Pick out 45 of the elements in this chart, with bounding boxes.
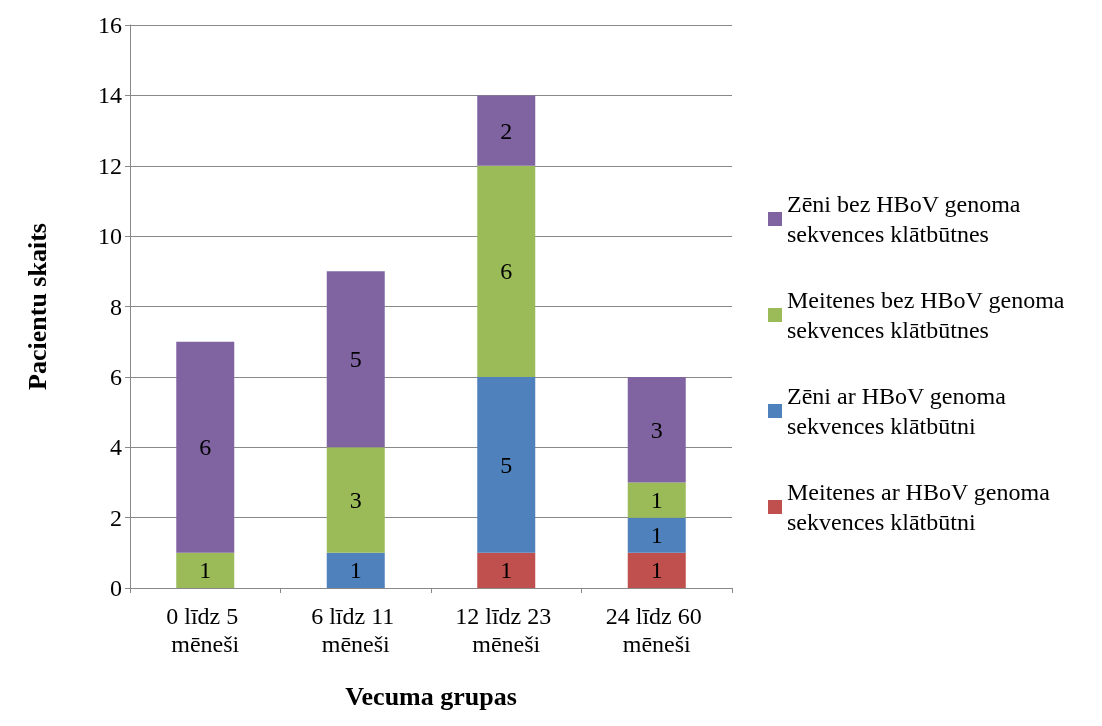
y-tick-label: 0 [110, 575, 122, 601]
bar [477, 552, 536, 588]
bar [326, 552, 385, 588]
y-tick-label: 8 [110, 293, 122, 320]
y-tick-label: 16 [98, 12, 122, 38]
legend-label: Zēni ar HBoV genoma sekvences klātbūtni [787, 383, 1012, 439]
x-tick-label: 0 līdz 5 mēneši [166, 603, 245, 657]
legend-label: Meitenes ar HBoV genoma sekvences klātbūtni [787, 479, 1056, 535]
data-label: 6 [500, 258, 513, 285]
data-label: 1 [349, 557, 362, 584]
bar [627, 552, 686, 588]
data-label: 1 [650, 487, 663, 514]
bar [627, 482, 686, 518]
y-tick-label: 12 [98, 152, 122, 179]
data-label: 1 [650, 522, 663, 549]
bar [326, 447, 385, 553]
data-label: 1 [650, 557, 663, 584]
bar [477, 95, 536, 166]
y-tick-label: 4 [110, 434, 122, 461]
x-tick-label: 12 līdz 23 mēneši [455, 603, 558, 657]
y-axis-title: Pacientu skaits [22, 223, 52, 390]
bar [326, 271, 385, 448]
data-label: 1 [500, 557, 513, 584]
bar [176, 552, 235, 588]
legend-label: Meitenes bez HBoV genoma sekvences klātbūtnes [787, 287, 1071, 343]
y-tick-label: 10 [98, 223, 122, 250]
x-tick-label: 24 līdz 60 mēneši [605, 603, 708, 657]
y-tick-label: 6 [110, 363, 122, 390]
bar [176, 341, 235, 553]
bar [627, 376, 686, 483]
x-tick-label: 6 līdz 11 mēneši [311, 603, 401, 657]
x-axis-title: Vecuma grupas [345, 681, 517, 711]
data-label: 1 [199, 557, 212, 584]
data-label: 6 [199, 434, 212, 461]
data-label: 3 [650, 416, 663, 443]
y-tick-label: 2 [110, 504, 122, 531]
data-label: 2 [500, 117, 513, 144]
data-label: 3 [349, 487, 362, 514]
bar [477, 165, 536, 377]
data-label: 5 [500, 451, 513, 478]
bar [627, 517, 686, 553]
legend-label: Zēni bez HBoV genoma sekvences klātbūtnes [787, 191, 1027, 247]
y-tick-label: 14 [98, 82, 122, 109]
data-label: 5 [349, 346, 362, 373]
bar [477, 376, 536, 553]
